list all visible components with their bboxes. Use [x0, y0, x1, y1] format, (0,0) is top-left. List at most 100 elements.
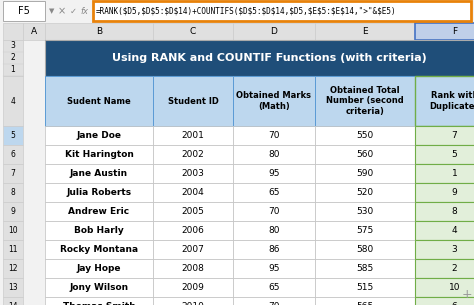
Text: 2007: 2007 — [182, 245, 204, 254]
Bar — [23, 23, 45, 40]
Text: 2009: 2009 — [182, 283, 204, 292]
Text: 2008: 2008 — [182, 264, 204, 273]
Text: F: F — [452, 27, 457, 36]
Text: 8: 8 — [452, 207, 457, 216]
Text: 95: 95 — [268, 264, 280, 273]
Bar — [45, 259, 153, 278]
Bar — [233, 126, 315, 145]
Bar — [233, 23, 315, 40]
Text: 70: 70 — [268, 131, 280, 140]
Bar — [3, 126, 23, 145]
Bar — [415, 202, 474, 221]
Text: 70: 70 — [268, 207, 280, 216]
Text: 70: 70 — [268, 302, 280, 305]
Bar — [3, 297, 23, 305]
Text: 560: 560 — [356, 150, 374, 159]
Bar — [415, 145, 474, 164]
Bar — [45, 40, 474, 76]
Text: Rocky Montana: Rocky Montana — [60, 245, 138, 254]
Text: fx: fx — [80, 6, 88, 16]
Bar — [3, 76, 23, 126]
Text: 11: 11 — [8, 245, 18, 254]
Bar — [315, 76, 415, 126]
Text: B: B — [96, 27, 102, 36]
Text: ×: × — [58, 6, 66, 16]
Text: 12: 12 — [8, 264, 18, 273]
Bar — [3, 240, 23, 259]
Bar — [233, 259, 315, 278]
Bar — [415, 164, 474, 183]
Text: Rank with
Duplicates: Rank with Duplicates — [429, 91, 474, 111]
Text: 2003: 2003 — [182, 169, 204, 178]
Text: 4: 4 — [10, 96, 16, 106]
Text: 580: 580 — [356, 245, 374, 254]
Text: 1: 1 — [10, 66, 15, 74]
Bar — [153, 278, 233, 297]
Text: D: D — [271, 27, 277, 36]
Bar — [415, 221, 474, 240]
Bar — [3, 40, 23, 76]
Text: 3: 3 — [452, 245, 457, 254]
Text: 7: 7 — [452, 131, 457, 140]
Text: 515: 515 — [356, 283, 374, 292]
Text: 550: 550 — [356, 131, 374, 140]
Text: ▼: ▼ — [49, 8, 55, 14]
Text: 2002: 2002 — [182, 150, 204, 159]
Bar — [153, 164, 233, 183]
Text: C: C — [190, 27, 196, 36]
Bar — [315, 297, 415, 305]
Bar — [233, 164, 315, 183]
Bar — [233, 76, 315, 126]
Text: 10: 10 — [449, 283, 460, 292]
Bar — [315, 259, 415, 278]
Bar — [315, 126, 415, 145]
Text: 2006: 2006 — [182, 226, 204, 235]
Bar — [45, 202, 153, 221]
Text: Using RANK and COUNTIF Functions (with criteria): Using RANK and COUNTIF Functions (with c… — [112, 53, 427, 63]
Text: 7: 7 — [10, 169, 16, 178]
Bar — [45, 297, 153, 305]
Text: Student ID: Student ID — [168, 96, 219, 106]
Text: Julia Roberts: Julia Roberts — [66, 188, 132, 197]
Text: E: E — [362, 27, 368, 36]
Text: 14: 14 — [8, 302, 18, 305]
Text: Kit Harington: Kit Harington — [64, 150, 134, 159]
Bar — [153, 240, 233, 259]
Bar — [315, 202, 415, 221]
Bar — [315, 23, 415, 40]
Bar — [415, 278, 474, 297]
Bar — [233, 202, 315, 221]
Text: 565: 565 — [356, 302, 374, 305]
Bar — [415, 126, 474, 145]
Bar — [415, 23, 474, 40]
Text: Sudent Name: Sudent Name — [67, 96, 131, 106]
Bar — [3, 183, 23, 202]
Bar — [153, 183, 233, 202]
Bar — [153, 145, 233, 164]
Text: 1: 1 — [452, 169, 457, 178]
Bar — [45, 126, 153, 145]
Bar — [45, 23, 153, 40]
Bar — [153, 259, 233, 278]
Bar — [45, 278, 153, 297]
Text: 65: 65 — [268, 188, 280, 197]
Bar — [315, 278, 415, 297]
Text: 9: 9 — [10, 207, 16, 216]
Bar — [415, 259, 474, 278]
Text: Jane Doe: Jane Doe — [76, 131, 121, 140]
Bar — [3, 278, 23, 297]
Bar — [3, 202, 23, 221]
Text: 2: 2 — [10, 53, 15, 63]
Bar — [415, 240, 474, 259]
Bar — [233, 145, 315, 164]
Text: 2001: 2001 — [182, 131, 204, 140]
Text: Jony Wilson: Jony Wilson — [69, 283, 128, 292]
Text: Bob Harly: Bob Harly — [74, 226, 124, 235]
Text: 2005: 2005 — [182, 207, 204, 216]
Bar — [93, 1, 471, 21]
Text: F5: F5 — [18, 6, 30, 16]
Text: =RANK($D5,$D$5:$D$14)+COUNTIFS($D$5:$D$14,$D5,$E$5:$E$14,">"&$E5): =RANK($D5,$D$5:$D$14)+COUNTIFS($D$5:$D$1… — [96, 6, 397, 16]
Bar — [3, 1, 45, 21]
Bar — [153, 126, 233, 145]
Bar — [233, 221, 315, 240]
